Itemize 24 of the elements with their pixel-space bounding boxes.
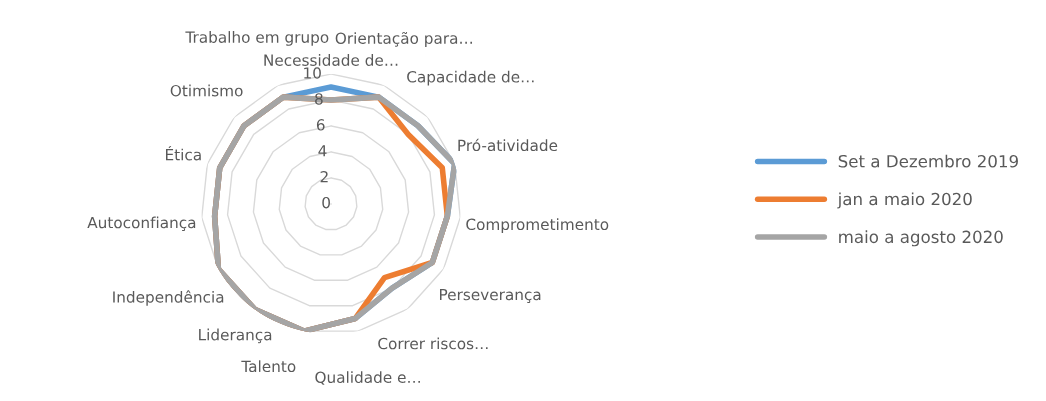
y-tick-label: 2 — [320, 170, 328, 183]
spoke-label: Perseverança — [440, 288, 541, 304]
spoke-label: Ética — [166, 146, 201, 161]
spoke-label: Comprometimento — [466, 218, 609, 234]
legend-label: maio a agosto 2020 — [839, 230, 1003, 247]
y-tick-label: 10 — [304, 67, 321, 79]
spoke-label: Liderança — [199, 328, 272, 344]
y-tick-label: 0 — [322, 196, 330, 209]
spoke-label: Pró-atividade — [458, 138, 558, 152]
spoke-label: Independência — [113, 290, 224, 306]
spoke-label: Trabalho em grupo — [185, 31, 329, 46]
y-tick-label: 8 — [315, 93, 323, 105]
spoke-label: Orientação para… — [335, 31, 472, 47]
spoke-label: Talento — [241, 360, 296, 373]
spoke-label: Otimismo — [170, 84, 243, 97]
legend-label: jan a maio 2020 — [837, 192, 972, 209]
legend-label: Set a Dezembro 2019 — [838, 154, 1018, 168]
spoke-label: Necessidade de… — [264, 54, 398, 66]
spoke-label: Autoconfiança — [87, 216, 196, 232]
y-tick-label: 6 — [316, 119, 325, 131]
spoke-label: Capacidade de… — [407, 70, 534, 86]
spoke-label: Qualidade e… — [315, 371, 420, 385]
y-tick-label: 4 — [318, 145, 327, 157]
spoke-label: Correr riscos… — [378, 337, 488, 350]
